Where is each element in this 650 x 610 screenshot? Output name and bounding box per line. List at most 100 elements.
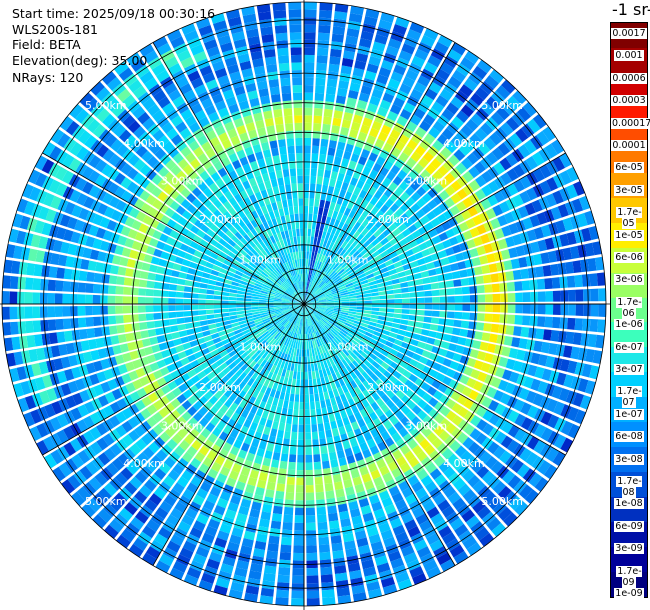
ray-gate — [291, 221, 296, 230]
ray-gate — [147, 392, 159, 403]
ray-gate — [72, 257, 83, 269]
ray-gate — [438, 461, 451, 473]
ray-gate — [297, 310, 301, 318]
ray-gate — [96, 144, 109, 158]
ray-gate — [286, 222, 292, 231]
ray-gate — [90, 199, 102, 212]
ray-gate — [289, 285, 296, 293]
ray-gate — [245, 452, 256, 462]
ray-gate — [376, 341, 385, 349]
ray-gate — [281, 306, 290, 309]
ray-gate — [337, 386, 344, 396]
ray-gate — [71, 454, 85, 469]
ray-gate — [138, 279, 148, 288]
ray-gate — [289, 315, 295, 322]
ray-gate — [331, 314, 340, 320]
ray-gate — [199, 65, 213, 77]
ray-gate — [153, 90, 167, 103]
ray-gate — [15, 230, 27, 245]
ray-gate — [279, 264, 285, 273]
ray-gate — [114, 245, 124, 256]
ray-gate — [291, 590, 304, 599]
ray-gate — [507, 410, 520, 423]
ray-gate — [327, 147, 336, 157]
ray-gate — [401, 487, 414, 499]
ray-gate — [280, 255, 286, 264]
ray-gate — [298, 281, 301, 290]
ray-gate — [332, 273, 339, 280]
ray-gate — [168, 311, 177, 319]
ray-gate — [243, 298, 252, 302]
ray-gate — [262, 283, 271, 289]
ray-gate — [346, 167, 355, 177]
ray-gate — [395, 531, 409, 543]
azimuth-line — [152, 42, 305, 305]
ray-gate — [82, 351, 93, 363]
ray-gate — [214, 260, 223, 268]
ray-gate — [385, 85, 398, 97]
ray-gate — [217, 570, 232, 582]
ray-gate — [333, 187, 341, 196]
ray-gate — [244, 292, 253, 296]
ray-gate — [305, 311, 308, 319]
ray-gate — [272, 259, 279, 268]
ray-gate — [492, 293, 501, 303]
ray-gate — [316, 312, 323, 318]
ray-gate — [304, 190, 309, 199]
ray-gate — [476, 224, 487, 235]
colorbar-label: 1e-07 — [614, 408, 644, 420]
ray-gate — [308, 309, 314, 317]
ray-gate — [304, 311, 306, 320]
ray-gate — [287, 145, 295, 154]
ray-gate — [85, 294, 93, 304]
ray-gate — [125, 522, 140, 537]
ray-gate — [169, 200, 180, 211]
ray-gate — [188, 121, 201, 134]
ray-gate — [341, 358, 349, 367]
ray-gate — [474, 526, 490, 541]
ray-gate — [147, 272, 157, 281]
ray-gate — [299, 274, 302, 282]
ray-gate — [301, 311, 303, 319]
ray-gate — [311, 348, 315, 357]
ray-gate — [343, 207, 352, 217]
ray-gate — [572, 392, 585, 407]
ray-gate — [570, 346, 580, 360]
ray-gate — [457, 483, 471, 497]
ray-gate — [288, 153, 296, 162]
ray-gate — [292, 190, 298, 199]
ray-gate — [289, 304, 297, 307]
ray-gate — [258, 232, 266, 241]
ray-gate — [567, 423, 580, 439]
ray-gate — [556, 372, 567, 386]
ray-gate — [317, 270, 323, 278]
ray-gate — [322, 316, 330, 322]
ray-gate — [503, 512, 518, 527]
ray-gate — [254, 225, 262, 235]
ray-gate — [323, 315, 331, 321]
ray-gate — [212, 264, 221, 272]
ray-gate — [30, 409, 42, 424]
ray-gate — [423, 61, 438, 74]
ray-gate — [274, 306, 282, 309]
ray-gate — [364, 573, 379, 585]
ray-gate — [222, 320, 232, 326]
ray-gate — [193, 275, 202, 283]
colorbar-label: 1.7e-09 — [616, 565, 642, 588]
ray-gate — [203, 366, 213, 375]
ray-gate — [353, 282, 362, 288]
ray-gate — [331, 316, 339, 321]
ray-gate — [316, 237, 321, 246]
ray-gate — [305, 326, 308, 335]
ray-gate — [251, 352, 259, 361]
ray-gate — [302, 273, 304, 282]
ray-gate — [87, 260, 97, 271]
ray-gate — [262, 149, 272, 159]
ray-gate — [274, 498, 284, 507]
ray-gate — [489, 69, 504, 84]
ray-gate — [294, 325, 299, 334]
ray-gate — [319, 238, 325, 247]
start-time-label: Start time: 2025/09/18 00:30:16 — [12, 6, 216, 21]
ray-gate — [432, 206, 443, 217]
ray-gate — [435, 152, 447, 164]
